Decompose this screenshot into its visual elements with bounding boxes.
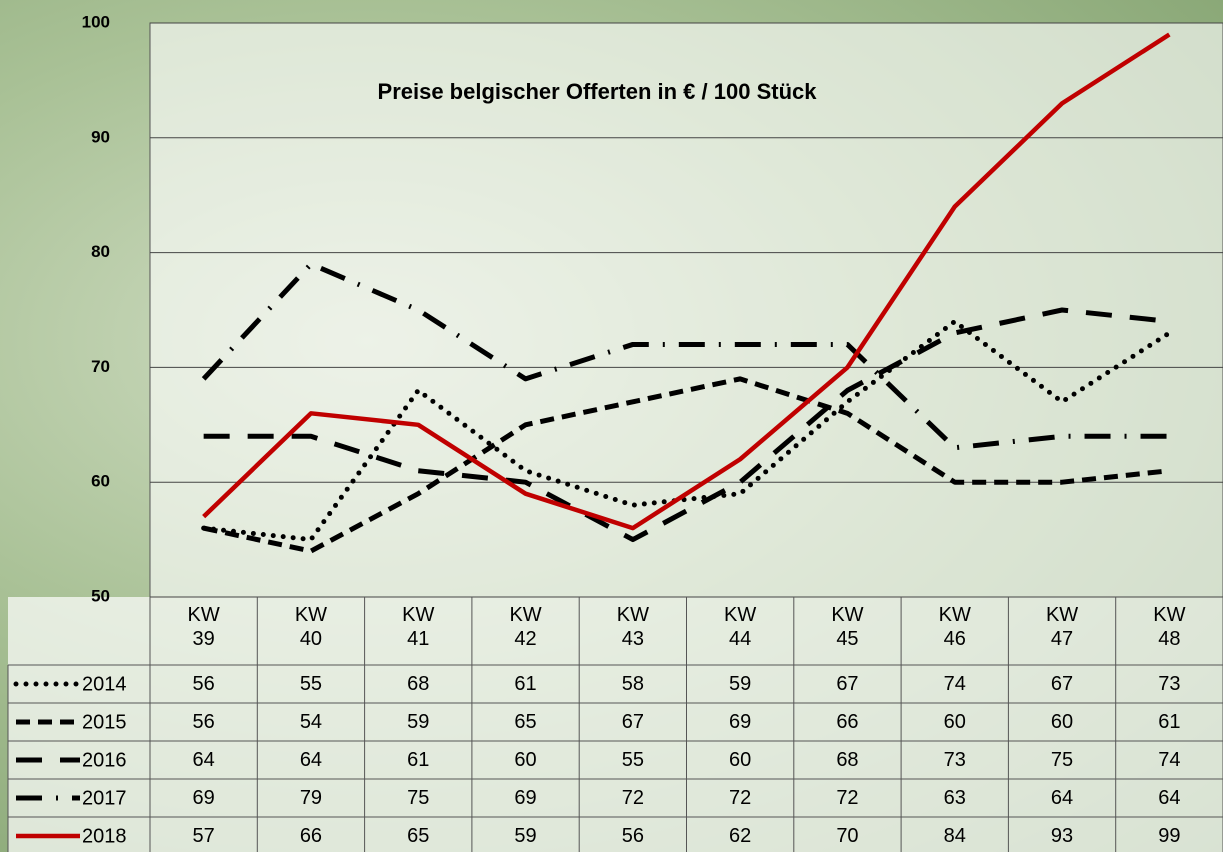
- table-value: 64: [257, 748, 364, 772]
- table-value: 64: [150, 748, 257, 772]
- table-value: 70: [794, 824, 901, 848]
- table-value: 55: [257, 672, 364, 696]
- y-tick-label: 70: [91, 357, 110, 376]
- legend-label: 2018: [82, 825, 127, 847]
- category-label: KW 45: [822, 603, 872, 651]
- table-value: 65: [472, 710, 579, 734]
- table-value: 64: [1008, 786, 1115, 810]
- table-value: 69: [150, 786, 257, 810]
- table-value: 69: [687, 710, 794, 734]
- legend-label: 2017: [82, 787, 127, 809]
- table-value: 67: [579, 710, 686, 734]
- y-tick-label: 90: [91, 127, 110, 146]
- table-value: 56: [579, 824, 686, 848]
- table-value: 56: [150, 710, 257, 734]
- y-tick-label: 50: [91, 586, 110, 605]
- table-value: 54: [257, 710, 364, 734]
- table-value: 64: [1116, 786, 1223, 810]
- chart-title: Preise belgischer Offerten in € / 100 St…: [378, 79, 818, 104]
- table-value: 65: [365, 824, 472, 848]
- category-label: KW 46: [930, 603, 980, 651]
- table-value: 99: [1116, 824, 1223, 848]
- page: Preise belgischer Offerten in € / 100 St…: [0, 0, 1223, 852]
- table-value: 60: [472, 748, 579, 772]
- y-tick-label: 60: [91, 472, 110, 491]
- table-value: 59: [472, 824, 579, 848]
- table-value: 57: [150, 824, 257, 848]
- category-label: KW 41: [393, 603, 443, 651]
- table-value: 69: [472, 786, 579, 810]
- category-label: KW 48: [1144, 603, 1194, 651]
- category-label: KW 42: [501, 603, 551, 651]
- table-value: 84: [901, 824, 1008, 848]
- table-value: 63: [901, 786, 1008, 810]
- legend-label: 2016: [82, 749, 127, 771]
- table-value: 74: [1116, 748, 1223, 772]
- table-value: 61: [1116, 710, 1223, 734]
- category-label: KW 39: [179, 603, 229, 651]
- category-label: KW 47: [1037, 603, 1087, 651]
- table-value: 55: [579, 748, 686, 772]
- table-value: 72: [579, 786, 686, 810]
- table-value: 73: [901, 748, 1008, 772]
- table-value: 93: [1008, 824, 1115, 848]
- legend-label: 2015: [82, 711, 127, 733]
- table-value: 56: [150, 672, 257, 696]
- table-value: 61: [365, 748, 472, 772]
- table-value: 74: [901, 672, 1008, 696]
- table-value: 79: [257, 786, 364, 810]
- table-value: 60: [1008, 710, 1115, 734]
- legend-label: 2014: [82, 673, 127, 695]
- category-label: KW 40: [286, 603, 336, 651]
- table-value: 67: [1008, 672, 1115, 696]
- y-tick-label: 100: [82, 12, 110, 31]
- table-value: 66: [257, 824, 364, 848]
- table-value: 72: [687, 786, 794, 810]
- table-value: 60: [687, 748, 794, 772]
- table-value: 72: [794, 786, 901, 810]
- table-value: 61: [472, 672, 579, 696]
- table-value: 68: [365, 672, 472, 696]
- category-label: KW 44: [715, 603, 765, 651]
- table-value: 59: [687, 672, 794, 696]
- table-value: 75: [1008, 748, 1115, 772]
- y-tick-label: 80: [91, 242, 110, 261]
- table-value: 66: [794, 710, 901, 734]
- table-value: 68: [794, 748, 901, 772]
- table-value: 59: [365, 710, 472, 734]
- table-value: 62: [687, 824, 794, 848]
- table-value: 75: [365, 786, 472, 810]
- table-value: 58: [579, 672, 686, 696]
- table-value: 67: [794, 672, 901, 696]
- table-value: 73: [1116, 672, 1223, 696]
- table-value: 60: [901, 710, 1008, 734]
- category-label: KW 43: [608, 603, 658, 651]
